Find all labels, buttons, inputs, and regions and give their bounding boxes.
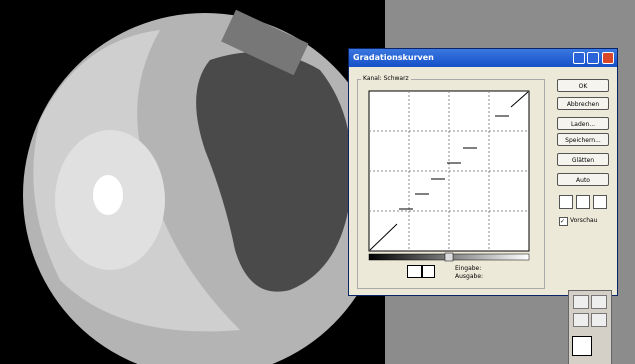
channel-label: Kanal: Schwarz bbox=[361, 75, 411, 82]
black-eyedropper[interactable] bbox=[559, 195, 573, 209]
gray-eyedropper[interactable] bbox=[576, 195, 590, 209]
auto-button[interactable]: Auto bbox=[557, 173, 609, 186]
pencil-tool[interactable] bbox=[422, 265, 435, 278]
photo bbox=[0, 0, 385, 364]
input-label: Eingabe: bbox=[455, 265, 481, 272]
sun bbox=[93, 175, 123, 215]
output-label: Ausgabe: bbox=[455, 273, 483, 280]
smooth-button[interactable]: Glätten bbox=[557, 153, 609, 166]
screen: Gradationskurven Kanal: Schwarz bbox=[0, 0, 635, 364]
window-title: Gradationskurven bbox=[353, 53, 434, 62]
tool[interactable] bbox=[591, 313, 607, 327]
preview-checkbox[interactable]: ✓ bbox=[559, 217, 568, 226]
curve-graph bbox=[367, 89, 537, 265]
tool[interactable] bbox=[573, 313, 589, 327]
preview-label: Vorschau bbox=[570, 217, 597, 224]
curve-tool[interactable] bbox=[407, 265, 422, 278]
tool[interactable] bbox=[591, 295, 607, 309]
close[interactable] bbox=[602, 52, 614, 64]
tool[interactable] bbox=[573, 295, 589, 309]
eyedroppers bbox=[559, 195, 607, 207]
load-button[interactable]: Laden... bbox=[557, 117, 609, 130]
minimize[interactable] bbox=[573, 52, 585, 64]
cancel-button[interactable]: Abbrechen bbox=[557, 97, 609, 110]
curves-dialog: Gradationskurven Kanal: Schwarz bbox=[348, 48, 618, 296]
title-bar: Gradationskurven bbox=[349, 49, 617, 67]
gradient-toggle[interactable] bbox=[445, 253, 453, 261]
ok-button[interactable]: OK bbox=[557, 79, 609, 92]
foreground-color[interactable] bbox=[572, 336, 592, 356]
save-button[interactable]: Speichern... bbox=[557, 133, 609, 146]
maximize[interactable] bbox=[587, 52, 599, 64]
white-eyedropper[interactable] bbox=[593, 195, 607, 209]
toolbox bbox=[568, 290, 612, 364]
